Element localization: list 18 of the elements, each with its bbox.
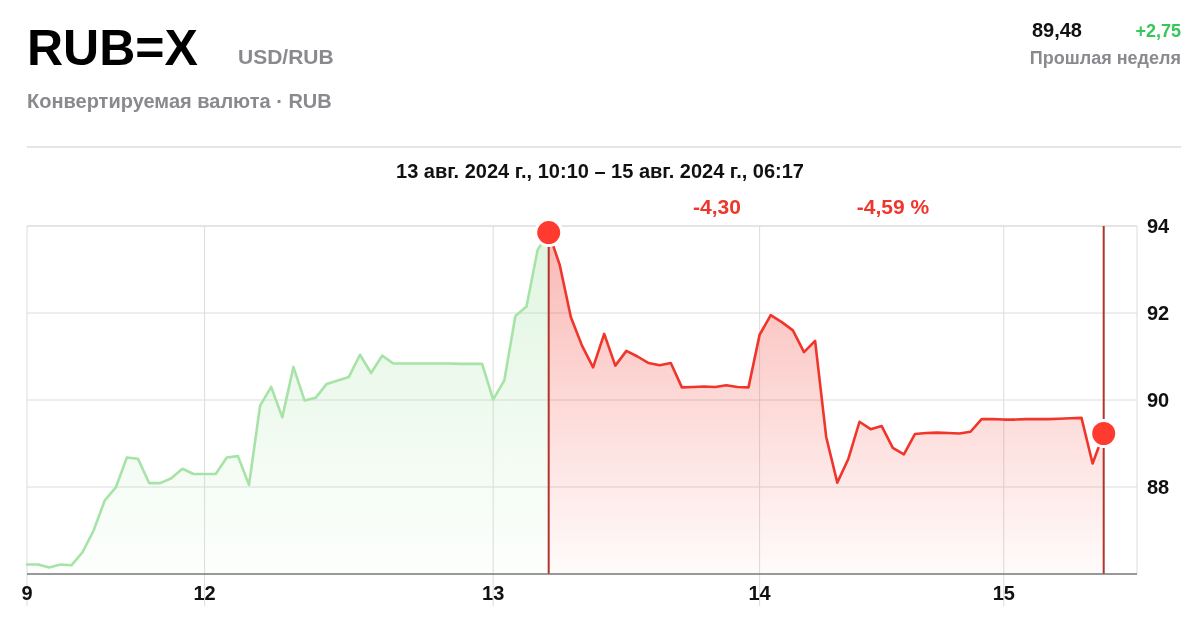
text: Прошлая неделя bbox=[1029, 48, 1181, 68]
y-tick-label: 90 bbox=[1146, 389, 1170, 411]
x-tick-label: 12 bbox=[193, 582, 216, 604]
x-tick-label: 14 bbox=[748, 582, 772, 604]
x-tick-label: 9 bbox=[21, 582, 33, 604]
chart-subtitle: USD/RUB bbox=[238, 45, 334, 68]
x-tick-label: 15 bbox=[992, 582, 1015, 604]
text: -4,59 % bbox=[856, 195, 930, 218]
text: 13 авг. 2024 г., 10:10 – 15 авг. 2024 г., 06:17 bbox=[396, 160, 804, 182]
text: 89,48 bbox=[1031, 19, 1082, 41]
text: Конвертируемая валюта · RUB bbox=[27, 90, 332, 112]
text: -4,30 bbox=[693, 195, 741, 218]
y-tick-label: 94 bbox=[1146, 215, 1170, 237]
text: +2,75 bbox=[1135, 21, 1181, 41]
y-tick-label: 88 bbox=[1146, 476, 1170, 498]
chart-title: RUB=X bbox=[27, 20, 198, 76]
x-tick-label: 13 bbox=[482, 582, 505, 604]
y-tick-label: 92 bbox=[1146, 302, 1170, 324]
